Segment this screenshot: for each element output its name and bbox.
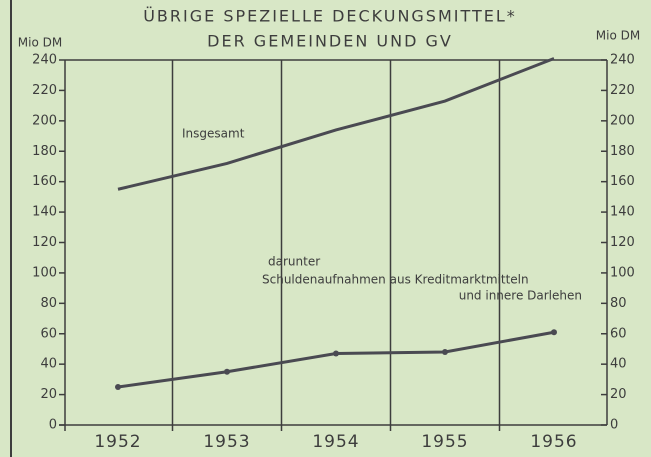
y2-tick-label: 140 (610, 205, 635, 220)
y-tick-label: 200 (32, 113, 57, 128)
x-tick-label: 1954 (312, 432, 359, 452)
series-line (117, 57, 555, 191)
series-label: Schuldenaufnahmen aus Kreditmarktmitteln (262, 273, 529, 287)
y2-tick-label: 40 (610, 357, 627, 372)
y-tick-label: 0 (49, 418, 57, 433)
chart-title: DER GEMEINDEN UND GV (207, 32, 453, 51)
y-tick-label: 60 (40, 326, 57, 341)
y-tick-label: 220 (32, 83, 57, 98)
y-tick-label: 40 (40, 357, 57, 372)
series-label: Insgesamt (182, 127, 245, 141)
series-label: darunter (268, 255, 320, 269)
y-tick-label: 120 (32, 235, 57, 250)
y-tick-label: 240 (32, 53, 57, 68)
y-tick-label: 100 (32, 265, 57, 280)
y2-tick-label: 120 (610, 235, 635, 250)
y-tick-label: 180 (32, 144, 57, 159)
y2-tick-label: 80 (610, 296, 627, 311)
y-tick-label: 80 (40, 296, 57, 311)
chart-title: ÜBRIGE SPEZIELLE DECKUNGSMITTEL* (143, 7, 517, 26)
point (224, 368, 230, 375)
y2-tick-label: 160 (610, 174, 635, 189)
point (442, 349, 448, 355)
point (115, 383, 121, 390)
y-tick-label: 20 (40, 387, 57, 402)
x-tick-label: 1953 (203, 432, 250, 452)
y2-tick-label: 0 (610, 418, 618, 433)
y2-tick-label: 180 (610, 144, 635, 159)
y2-tick-label: 220 (610, 83, 635, 98)
y2-axis-label: Mio DM (596, 29, 640, 43)
y2-tick-label: 240 (610, 53, 635, 68)
y2-tick-label: 60 (610, 326, 627, 341)
point (551, 329, 557, 336)
y-tick-label: 140 (32, 205, 57, 220)
x-tick-label: 1956 (530, 432, 577, 452)
y2-tick-label: 20 (610, 387, 627, 402)
y2-tick-label: 100 (610, 265, 635, 280)
series-label: und innere Darlehen (459, 289, 582, 303)
y-axis-label: Mio DM (18, 36, 62, 50)
y-tick-label: 160 (32, 174, 57, 189)
y2-tick-label: 200 (610, 113, 635, 128)
x-tick-label: 1952 (94, 432, 141, 452)
point (333, 350, 339, 357)
x-tick-label: 1955 (421, 432, 468, 452)
